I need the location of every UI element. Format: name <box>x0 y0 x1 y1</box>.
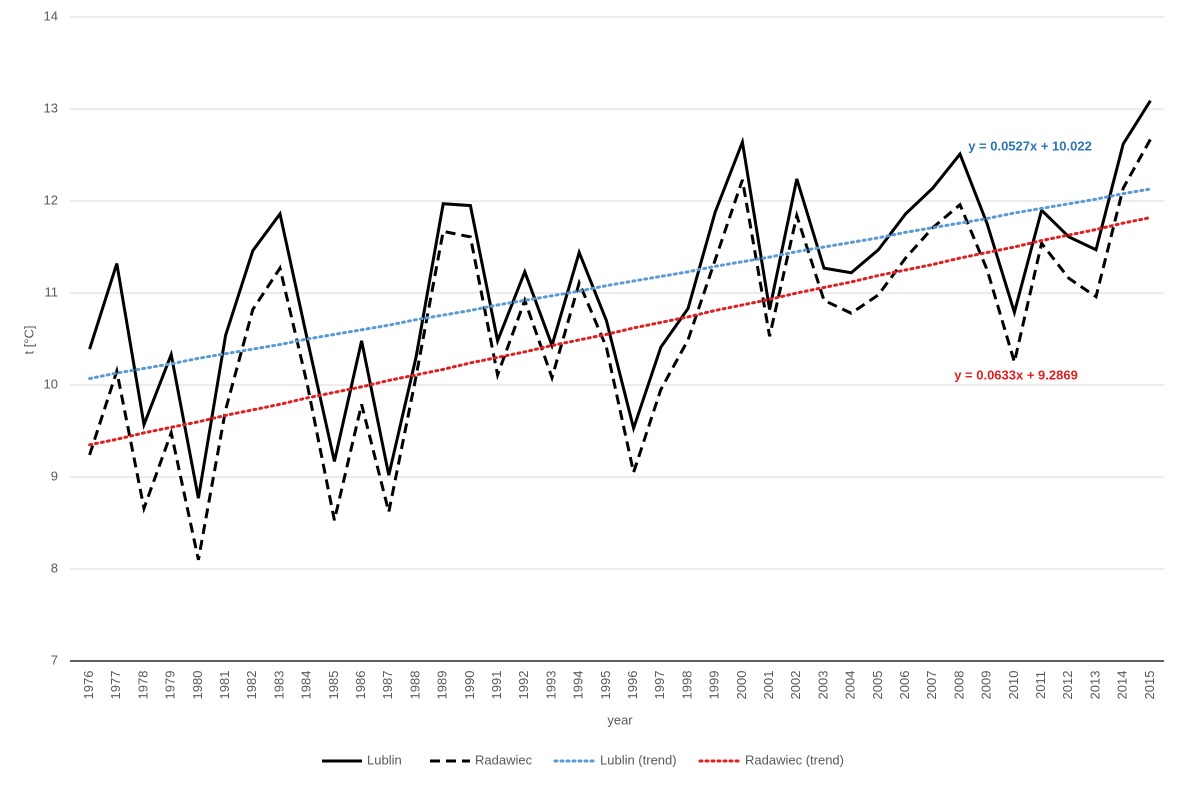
series-line <box>88 99 1152 499</box>
y-tick-label: 11 <box>45 284 59 299</box>
x-tick-label: 1989 <box>435 671 450 700</box>
x-tick-label: 2003 <box>815 671 830 700</box>
x-tick-label: 2009 <box>979 671 994 700</box>
x-tick-label: 1980 <box>190 671 205 700</box>
y-tick-label: 14 <box>44 8 58 23</box>
y-tick-label: 12 <box>44 192 58 207</box>
x-tick-label: 1992 <box>516 671 531 700</box>
x-tick-label: 1997 <box>652 671 667 700</box>
trend-equation: y = 0.0527x + 10.022 <box>968 138 1092 153</box>
x-tick-label: 2013 <box>1087 671 1102 700</box>
x-tick-label: 1982 <box>244 671 259 700</box>
trend-equation: y = 0.0633x + 9.2869 <box>954 367 1078 382</box>
series-line <box>88 187 1152 381</box>
y-tick-label: 9 <box>51 468 58 483</box>
x-tick-label: 2012 <box>1060 671 1075 700</box>
x-tick-label: 1976 <box>81 671 96 700</box>
x-tick-label: 2010 <box>1006 671 1021 700</box>
x-tick-label: 1991 <box>489 671 504 700</box>
x-tick-label: 1990 <box>462 671 477 700</box>
x-tick-label: 1994 <box>571 671 586 700</box>
legend-label: Radawiec (trend) <box>745 752 844 767</box>
x-tick-label: 2006 <box>897 671 912 700</box>
x-tick-label: 1978 <box>135 671 150 700</box>
x-tick-label: 1981 <box>217 671 232 700</box>
x-axis-label: year <box>607 712 633 727</box>
y-tick-label: 13 <box>44 100 58 115</box>
series-line <box>88 138 1152 561</box>
x-tick-label: 1999 <box>707 671 722 700</box>
x-tick-label: 1977 <box>108 671 123 700</box>
x-tick-label: 2015 <box>1142 671 1157 700</box>
x-tick-label: 2008 <box>951 671 966 700</box>
x-tick-label: 1998 <box>679 671 694 700</box>
x-tick-label: 1983 <box>271 671 286 700</box>
x-tick-label: 1995 <box>598 671 613 700</box>
x-tick-label: 2004 <box>843 671 858 700</box>
x-tick-label: 1986 <box>353 671 368 700</box>
legend-label: Radawiec <box>475 752 533 767</box>
x-tick-label: 2000 <box>734 671 749 700</box>
x-tick-label: 1985 <box>326 671 341 700</box>
x-tick-label: 2014 <box>1115 671 1130 700</box>
x-tick-label: 1988 <box>407 671 422 700</box>
y-tick-label: 10 <box>44 376 58 391</box>
y-tick-label: 8 <box>51 560 58 575</box>
x-tick-label: 1996 <box>625 671 640 700</box>
x-tick-label: 1979 <box>163 671 178 700</box>
x-tick-label: 1993 <box>543 671 558 700</box>
y-axis-label: t [°C] <box>21 325 36 354</box>
y-tick-label: 7 <box>51 652 58 667</box>
x-tick-label: 2005 <box>870 671 885 700</box>
legend-label: Lublin <box>367 752 402 767</box>
legend-label: Lublin (trend) <box>600 752 677 767</box>
x-tick-label: 2011 <box>1033 671 1048 699</box>
x-tick-label: 2007 <box>924 671 939 700</box>
x-tick-label: 2001 <box>761 671 776 700</box>
series-line <box>88 216 1152 447</box>
x-tick-label: 1984 <box>299 671 314 700</box>
x-tick-label: 2002 <box>788 671 803 700</box>
x-tick-label: 1987 <box>380 671 395 700</box>
